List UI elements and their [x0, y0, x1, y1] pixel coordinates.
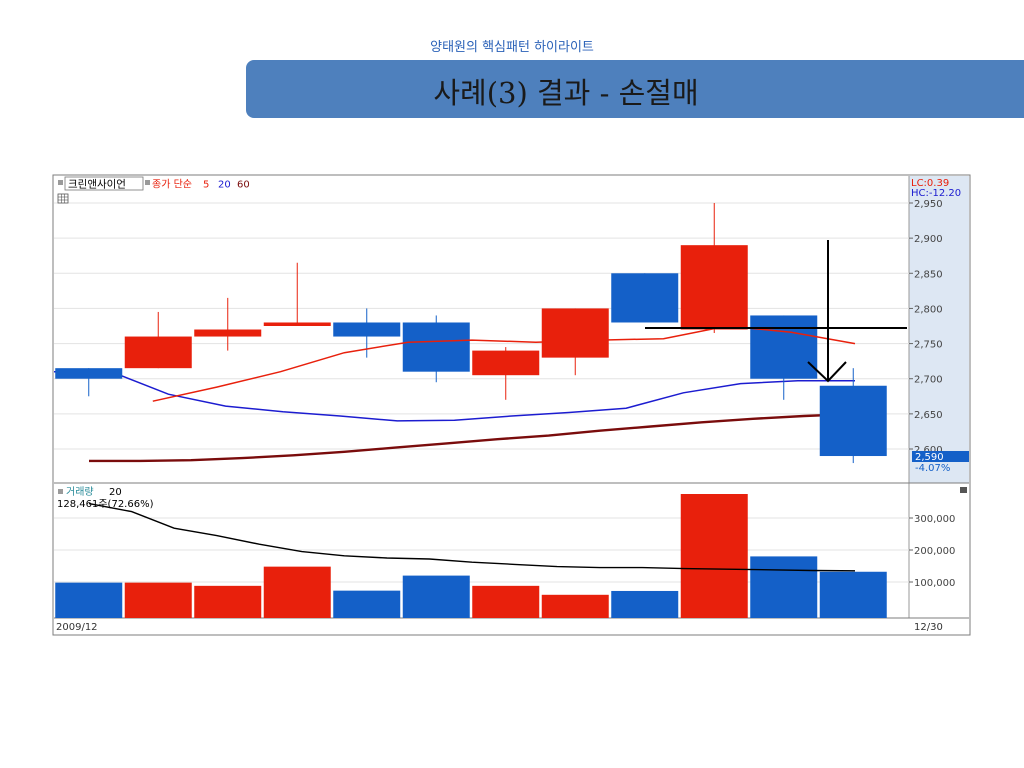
volume-tick-label: 100,000	[914, 578, 955, 589]
volume-axis-ticks: 300,000 200,000 100,000	[909, 514, 955, 589]
slide-title: 사례(3) 결과 - 손절매	[433, 76, 699, 110]
candle-body	[55, 368, 123, 379]
candle-body	[194, 329, 262, 337]
volume-ma-line	[88, 502, 856, 572]
ma60-legend: 60	[237, 180, 250, 191]
candle-body	[750, 315, 818, 379]
stock-name-box[interactable]	[64, 176, 144, 191]
date-start: 2009/12	[56, 622, 98, 633]
price-tick-label: 2,950	[914, 199, 943, 210]
ma-legend-prefix: 종가 단순	[152, 179, 192, 191]
date-end: 12/30	[914, 622, 943, 633]
ma60-line	[89, 412, 856, 463]
ma20-line	[54, 370, 855, 422]
lc-label: LC:0.39	[911, 178, 949, 189]
volume-bar	[541, 594, 609, 618]
hc-label: HC:-12.20	[911, 188, 961, 199]
volume-bar	[750, 556, 818, 618]
candle-body	[611, 273, 679, 323]
price-tick-label: 2,900	[914, 234, 943, 245]
volume-period: 20	[109, 487, 122, 498]
ma20-layer	[54, 370, 855, 422]
ma5-legend: 5	[203, 180, 209, 191]
volume-bars-layer	[55, 494, 887, 618]
candle-body	[124, 336, 192, 369]
ma60-layer	[89, 412, 856, 463]
candle-body	[541, 308, 609, 358]
price-axis-panel	[909, 176, 969, 483]
title-banner: 사례(3) 결과 - 손절매	[246, 60, 1024, 118]
price-axis-ticks: 2,950 2,900 2,850 2,800 2,750 2,700 2,650 2,600	[909, 199, 943, 456]
current-change: -4.07%	[915, 463, 950, 474]
candle-body	[819, 385, 887, 457]
price-tick-label: 2,700	[914, 375, 943, 386]
volume-bar	[55, 582, 123, 618]
price-tick-label: 2,600	[914, 445, 943, 456]
volume-tick-label: 300,000	[914, 514, 955, 525]
candle-body	[472, 350, 540, 376]
stock-name[interactable]: 크린앤사이언	[68, 179, 126, 191]
volume-tick-label: 200,000	[914, 546, 955, 557]
volume-bar	[194, 585, 262, 618]
price-tick-label: 2,650	[914, 410, 943, 421]
legend-bullet-icon	[58, 489, 63, 494]
current-price: 2,590	[915, 452, 944, 463]
candle-body	[402, 322, 470, 372]
volume-bar	[611, 590, 679, 618]
ma20-legend: 20	[218, 180, 231, 191]
price-tick-label: 2,750	[914, 340, 943, 351]
legend-bullet-icon	[58, 180, 63, 185]
volume-ma-layer	[88, 502, 856, 572]
candles-layer	[55, 203, 887, 464]
volume-bar	[819, 571, 887, 618]
price-tick-label: 2,850	[914, 269, 943, 280]
candle-body	[680, 245, 748, 330]
grid-toggle-icon[interactable]	[57, 193, 69, 204]
volume-bar	[124, 582, 192, 618]
volume-value: 128,461주(72.66%)	[57, 499, 154, 510]
current-price-marker	[912, 451, 969, 462]
legend-bullet-icon	[145, 180, 150, 185]
volume-bar	[472, 585, 540, 618]
slide-subtitle: 양태원의 핵심패턴 하이라이트	[430, 40, 594, 55]
price-tick-label: 2,800	[914, 304, 943, 315]
volume-bar	[263, 566, 331, 618]
panel-collapse-icon[interactable]	[960, 487, 967, 493]
candle-body	[263, 322, 331, 326]
volume-bar	[402, 575, 470, 618]
annotation-arrow-head	[807, 361, 847, 383]
volume-axis-panel	[909, 484, 969, 618]
volume-bar	[333, 590, 401, 618]
candle-body	[333, 322, 401, 337]
volume-label: 거래량	[66, 486, 94, 498]
volume-bar	[680, 494, 748, 618]
